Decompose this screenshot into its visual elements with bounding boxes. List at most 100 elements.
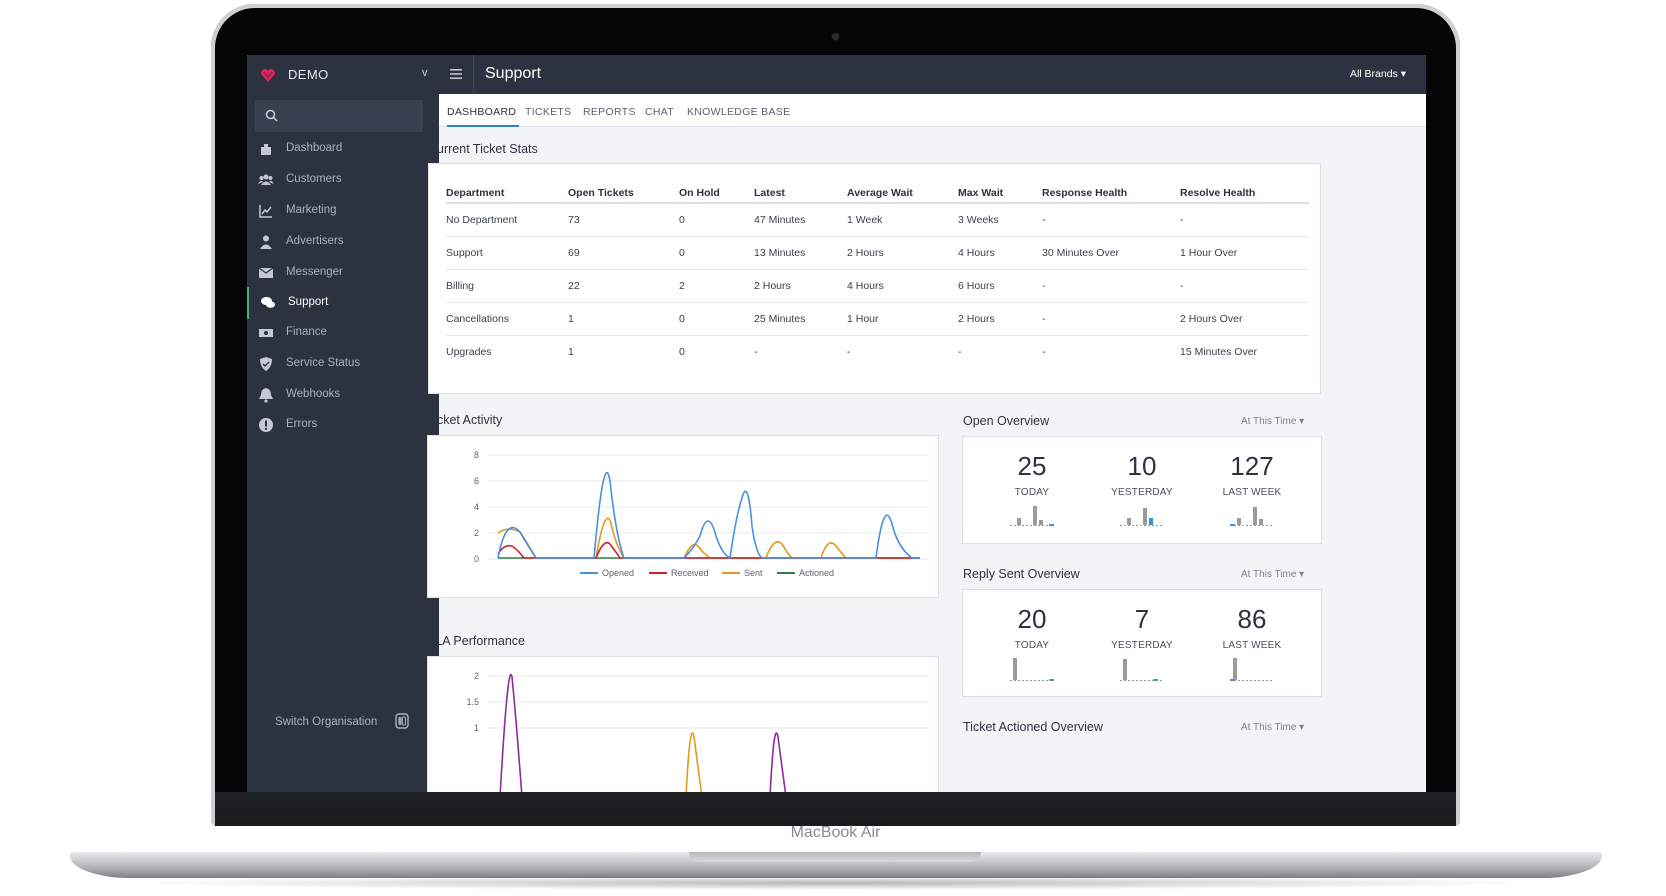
average-wait: 1 Hour <box>847 302 958 336</box>
legend-label: Sent <box>744 568 763 578</box>
sidebar-item-label: Marketing <box>286 204 337 216</box>
stat-label: LAST WEEK <box>1222 487 1282 498</box>
y-tick-label: 0 <box>474 554 479 564</box>
ticket-activity-title: Ticket Activity <box>427 413 503 427</box>
page-title: Support <box>485 65 542 82</box>
sidebar-item-label: Messenger <box>286 266 343 278</box>
on-hold-link[interactable]: 0 <box>679 345 685 358</box>
series-line-sent <box>497 517 920 559</box>
camera <box>832 33 839 40</box>
sidebar-item-label: Dashboard <box>286 142 343 154</box>
tab-knowledge-base[interactable]: KNOWLEDGE BASE <box>687 106 791 118</box>
column-header: On Hold <box>679 177 754 204</box>
sidebar-item-label: Webhooks <box>286 388 341 400</box>
stat-label: TODAY <box>1014 640 1050 651</box>
legend-label: Actioned <box>799 568 834 578</box>
latest-link[interactable]: 13 Minutes <box>754 236 847 270</box>
actioned-overview-title: Ticket Actioned Overview <box>963 720 1103 734</box>
y-tick-label: 1.5 <box>466 697 479 707</box>
chevron-down-icon[interactable]: v <box>422 67 428 79</box>
sidebar-item-errors[interactable]: Errors <box>247 409 439 441</box>
open-tickets-link[interactable]: 69 <box>568 236 679 270</box>
sidebar-item-label: Errors <box>286 418 318 430</box>
open-overview-period-dropdown[interactable]: At This Time ▾ <box>1241 416 1305 427</box>
latest-link[interactable]: 2 Hours <box>754 269 847 303</box>
sidebar-item-support[interactable]: Support <box>247 287 439 319</box>
table-row: Upgrades 1 0 - - - - 15 Minutes Over <box>446 335 1309 368</box>
switch-icon[interactable] <box>395 713 409 729</box>
open-tickets-link[interactable]: 1 <box>568 345 574 358</box>
on-hold-link[interactable]: 0 <box>679 302 754 336</box>
max-wait-link[interactable]: 2 Hours <box>958 302 1042 336</box>
stat-label: LAST WEEK <box>1222 640 1282 651</box>
sidebar-item-messenger[interactable]: Messenger <box>247 257 439 289</box>
max-wait-link[interactable]: 3 Weeks <box>958 203 1042 237</box>
stat-value: 86 <box>1237 604 1267 634</box>
on-hold-link[interactable]: 0 <box>679 236 754 270</box>
sidebar-search-input[interactable] <box>255 100 423 132</box>
sla-series-line <box>499 673 523 792</box>
open-tickets-link[interactable]: 73 <box>568 203 679 237</box>
ticket-stats-table: Department Open Tickets On Hold Latest A… <box>446 177 1309 368</box>
hamburger-menu-icon[interactable] <box>449 67 463 81</box>
tab-dashboard[interactable]: DASHBOARD <box>447 94 519 127</box>
device-label: MacBook Air <box>790 824 881 841</box>
department-link[interactable]: No Department <box>446 203 568 237</box>
switch-organisation-link[interactable]: Switch Organisation <box>275 716 378 728</box>
sidebar-item-marketing[interactable]: Marketing <box>247 195 439 227</box>
sidebar-item-finance[interactable]: Finance <box>247 317 439 349</box>
stat-value: 127 <box>1230 451 1274 481</box>
legend-label: Received <box>671 568 709 578</box>
tab-tickets[interactable]: TICKETS <box>525 106 572 118</box>
tab-chat[interactable]: CHAT <box>645 106 675 118</box>
brand-select-dropdown[interactable]: All Brands ▾ <box>1349 68 1406 80</box>
resolve-health: 15 Minutes Over <box>1180 345 1258 358</box>
max-wait-link[interactable]: 4 Hours <box>958 236 1042 270</box>
response-health: 30 Minutes Over <box>1042 236 1180 270</box>
sidebar-item-advertisers[interactable]: Advertisers <box>247 226 439 258</box>
brand-logo-icon <box>261 69 275 82</box>
department-link[interactable]: Billing <box>446 269 568 303</box>
response-health: - <box>1042 203 1180 237</box>
y-tick-label: 6 <box>474 476 479 486</box>
department-link[interactable]: Cancellations <box>446 302 568 336</box>
sidebar-item-dashboard[interactable]: Dashboard <box>247 133 439 165</box>
latest: - <box>754 345 758 358</box>
stat-today: 20 TODAY <box>977 590 1087 681</box>
department-link[interactable]: Support <box>446 236 568 270</box>
sidebar-item-webhooks[interactable]: Webhooks <box>247 379 439 411</box>
topbar-divider <box>473 55 474 94</box>
actioned-overview-period-dropdown[interactable]: At This Time ▾ <box>1241 722 1305 733</box>
sparkline <box>1230 658 1273 681</box>
search-icon <box>265 109 278 122</box>
tab-bar: DASHBOARD TICKETS REPORTS CHAT KNOWLEDGE… <box>439 94 1426 127</box>
laptop-shadow <box>120 876 1550 890</box>
envelope-icon <box>258 267 274 278</box>
reply-overview-card: 20 TODAY 7 YESTERDAY 86 LAST WEEK <box>962 589 1322 697</box>
column-header: Average Wait <box>847 177 958 204</box>
max-wait-link[interactable]: 6 Hours <box>958 269 1042 303</box>
resolve-health: 2 Hours Over <box>1180 302 1309 336</box>
stat-today: 25 TODAY <box>977 437 1087 526</box>
reply-overview-period-dropdown[interactable]: At This Time ▾ <box>1241 569 1305 580</box>
average-wait: 1 Week <box>847 203 958 237</box>
column-header: Latest <box>754 177 847 204</box>
latest-link[interactable]: 47 Minutes <box>754 203 847 237</box>
tab-reports[interactable]: REPORTS <box>583 106 636 118</box>
resolve-health: - <box>1180 203 1309 237</box>
sidebar-item-customers[interactable]: Customers <box>247 164 439 196</box>
open-tickets-link[interactable]: 22 <box>568 269 679 303</box>
stat-label: TODAY <box>1014 487 1050 498</box>
brand-switcher[interactable]: DEMO v <box>247 55 439 94</box>
y-tick-label: 2 <box>474 528 479 538</box>
latest-link[interactable]: 25 Minutes <box>754 302 847 336</box>
chart-line-icon <box>259 205 272 218</box>
open-tickets-link[interactable]: 1 <box>568 302 679 336</box>
sidebar-item-label: Support <box>288 296 329 308</box>
department-link[interactable]: Upgrades <box>446 345 492 358</box>
on-hold-link[interactable]: 2 <box>679 269 754 303</box>
laptop-chin <box>215 792 1456 826</box>
sidebar-item-service-status[interactable]: Service Status <box>247 348 439 380</box>
on-hold-link[interactable]: 0 <box>679 203 754 237</box>
stat-yesterday: 10 YESTERDAY <box>1087 437 1197 526</box>
